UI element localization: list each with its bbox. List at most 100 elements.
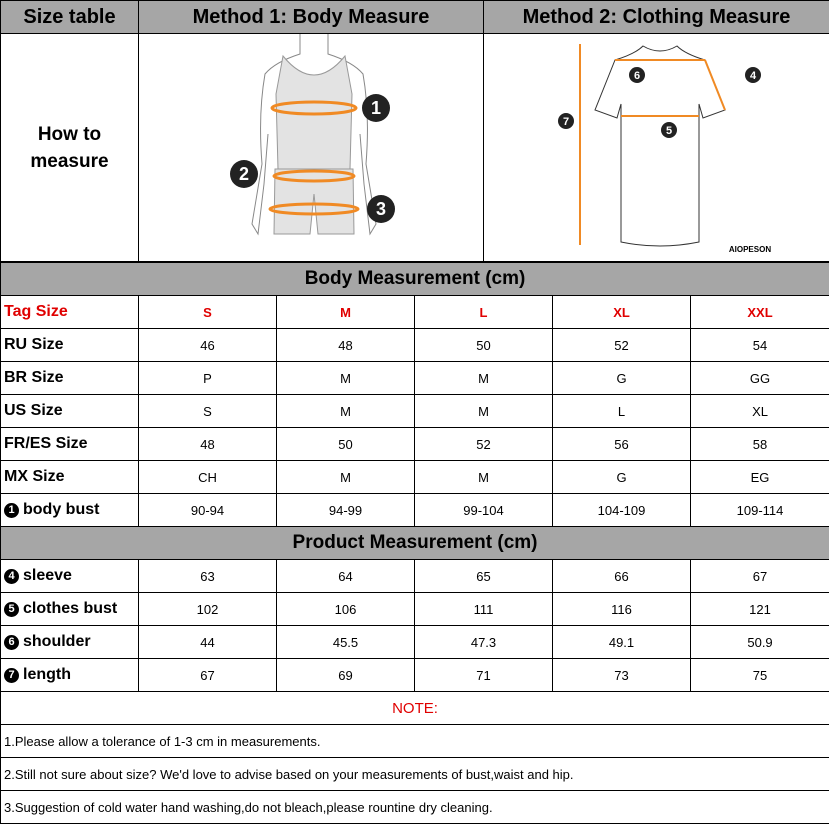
row-label: MX Size (1, 461, 139, 494)
cell-value: 111 (415, 593, 553, 626)
marker-4: 4 (749, 70, 756, 82)
row-label: RU Size (1, 329, 139, 362)
marker-icon: 7 (4, 668, 19, 683)
cell-value: S (139, 395, 277, 428)
marker-icon: 6 (4, 635, 19, 650)
cell-value: CH (139, 461, 277, 494)
cell-value: 44 (139, 626, 277, 659)
cell-value: 75 (691, 659, 829, 692)
cell-value: 73 (553, 659, 691, 692)
cell-value: M (277, 461, 415, 494)
cell-value: 65 (415, 560, 553, 593)
cell-value: P (139, 362, 277, 395)
cell-value: G (553, 461, 691, 494)
note-3: 3.Suggestion of cold water hand washing,… (1, 791, 829, 824)
cell-value: 48 (139, 428, 277, 461)
cell-value: 54 (691, 329, 829, 362)
cell-value: 46 (139, 329, 277, 362)
size-table-header: Size table (1, 1, 139, 34)
cell-value: 49.1 (553, 626, 691, 659)
cell-value: 94-99 (277, 494, 415, 527)
product-measurement-title: Product Measurement (cm) (1, 527, 829, 560)
cell-value: 99-104 (415, 494, 553, 527)
note-title: NOTE: (1, 692, 829, 725)
marker-6: 6 (633, 70, 639, 82)
cell-value: 104-109 (553, 494, 691, 527)
cell-value: 47.3 (415, 626, 553, 659)
cell-value: M (415, 461, 553, 494)
row-label: US Size (1, 395, 139, 428)
cell-value: 63 (139, 560, 277, 593)
tshirt-image: 6 4 5 7 AIOPESON (485, 34, 829, 258)
method2-header: Method 2: Clothing Measure (484, 1, 829, 34)
row-label: BR Size (1, 362, 139, 395)
cell-value: GG (691, 362, 829, 395)
cell-value: 64 (277, 560, 415, 593)
clothing-measure-illustration: 6 4 5 7 AIOPESON (484, 34, 829, 262)
body-figure-image: 1 2 3 (140, 34, 483, 258)
marker-1: 1 (370, 98, 380, 118)
cell-value: 50 (277, 428, 415, 461)
cell-value: 67 (691, 560, 829, 593)
cell-value: L (553, 395, 691, 428)
note-1: 1.Please allow a tolerance of 1-3 cm in … (1, 725, 829, 758)
marker-5: 5 (665, 125, 671, 137)
cell-value: 66 (553, 560, 691, 593)
cell-value: M (415, 362, 553, 395)
cell-value: 56 (553, 428, 691, 461)
method1-header: Method 1: Body Measure (139, 1, 484, 34)
cell-value: G (553, 362, 691, 395)
cell-value: 50.9 (691, 626, 829, 659)
brand-label: AIOPESON (728, 245, 770, 254)
cell-value: M (415, 395, 553, 428)
cell-value: 52 (415, 428, 553, 461)
note-2: 2.Still not sure about size? We'd love t… (1, 758, 829, 791)
cell-value: 121 (691, 593, 829, 626)
marker-7: 7 (562, 116, 568, 128)
marker-icon: 1 (4, 503, 19, 518)
cell-value: 45.5 (277, 626, 415, 659)
cell-value: EG (691, 461, 829, 494)
cell-value: 106 (277, 593, 415, 626)
cell-value: 69 (277, 659, 415, 692)
cell-value: XL (691, 395, 829, 428)
cell-value: 109-114 (691, 494, 829, 527)
marker-icon: 5 (4, 602, 19, 617)
cell-value: 50 (415, 329, 553, 362)
body-measurement-title: Body Measurement (cm) (1, 263, 829, 296)
cell-value: M (277, 362, 415, 395)
cell-value: 58 (691, 428, 829, 461)
body-measure-illustration: 1 2 3 (139, 34, 484, 262)
cell-value: 71 (415, 659, 553, 692)
cell-value: 90-94 (139, 494, 277, 527)
cell-value: 116 (553, 593, 691, 626)
cell-value: 48 (277, 329, 415, 362)
cell-value: 67 (139, 659, 277, 692)
marker-icon: 4 (4, 569, 19, 584)
cell-value: 102 (139, 593, 277, 626)
cell-value: M (277, 395, 415, 428)
row-label: FR/ES Size (1, 428, 139, 461)
how-to-measure-table: Size table Method 1: Body Measure Method… (0, 0, 829, 262)
marker-3: 3 (375, 199, 385, 219)
cell-value: 52 (553, 329, 691, 362)
marker-2: 2 (238, 164, 248, 184)
